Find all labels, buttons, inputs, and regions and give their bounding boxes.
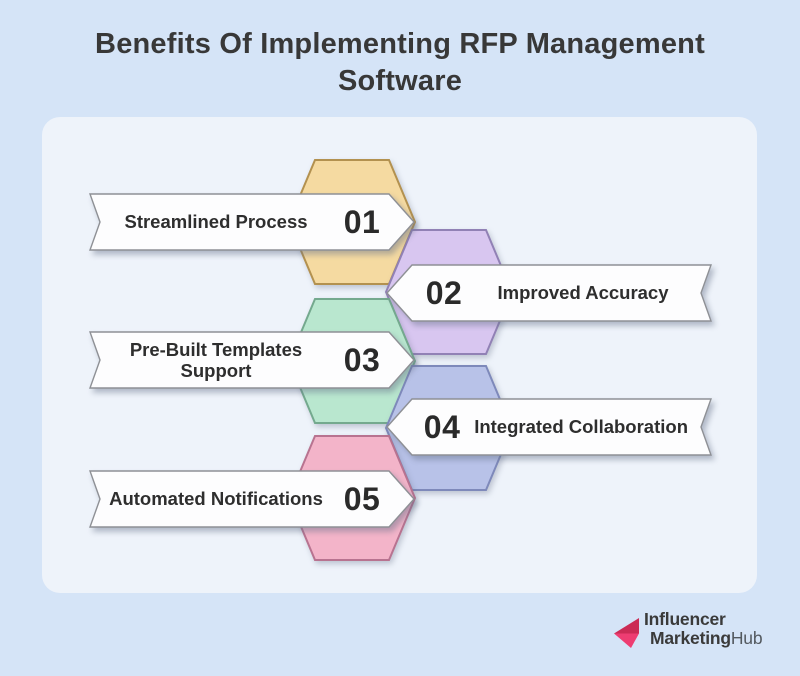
ribbon-right-arrow-icon bbox=[89, 193, 415, 251]
brand-name-line-2: MarketingHub bbox=[650, 628, 763, 648]
banner-step-5: Automated Notifications 05 bbox=[89, 470, 415, 528]
banner-step-2: 02 Improved Accuracy bbox=[386, 264, 712, 322]
ribbon-left-arrow-icon bbox=[386, 264, 712, 322]
ribbon-right-arrow-icon bbox=[89, 331, 415, 389]
banner-step-1: Streamlined Process 01 bbox=[89, 193, 415, 251]
benefit-number-4: 04 bbox=[423, 408, 461, 445]
benefit-number-5: 05 bbox=[343, 480, 381, 517]
benefit-label-4: Integrated Collaboration bbox=[474, 416, 688, 438]
benefit-label-5: Automated Notifications bbox=[109, 488, 323, 510]
influencer-marketinghub-arrow-icon bbox=[614, 618, 639, 648]
banner-step-4: 04 Integrated Collaboration bbox=[386, 398, 712, 456]
banner-step-3: Pre-Built Templates Support 03 bbox=[89, 331, 415, 389]
brand-logo: Influencer MarketingHub bbox=[613, 609, 763, 649]
benefit-number-1: 01 bbox=[343, 203, 381, 240]
brand-hub-text: Hub bbox=[730, 628, 763, 648]
title-line-1: Benefits Of Implementing RFP Management bbox=[95, 28, 705, 60]
title-line-2: Software bbox=[337, 65, 463, 97]
benefit-label-2: Improved Accuracy bbox=[497, 282, 669, 304]
benefit-number-3: 03 bbox=[343, 341, 381, 378]
benefit-label-1: Streamlined Process bbox=[124, 211, 308, 233]
ribbon-right-arrow-icon bbox=[89, 470, 415, 528]
benefit-label-3: Pre-Built Templates Support bbox=[129, 338, 303, 381]
benefit-number-2: 02 bbox=[425, 274, 463, 311]
ribbon-left-arrow-icon bbox=[386, 398, 712, 456]
page-title: Benefits Of Implementing RFP Management … bbox=[50, 26, 750, 100]
brand-name-line-1: Influencer bbox=[644, 609, 726, 629]
brand-marketing-text: Marketing bbox=[650, 628, 731, 648]
